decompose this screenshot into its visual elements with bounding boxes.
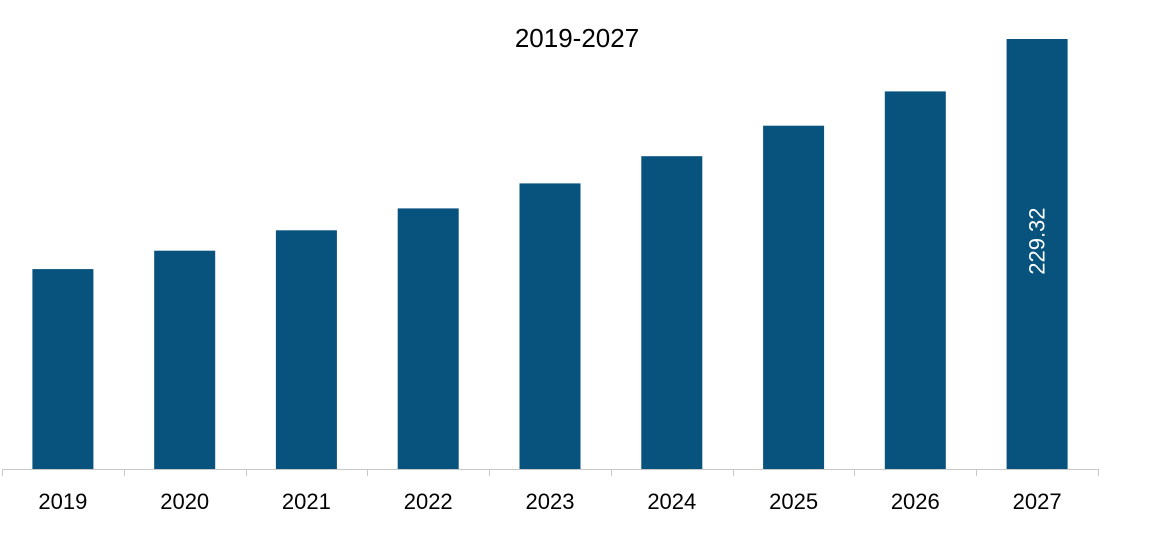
bar-2025 <box>763 125 825 469</box>
x-tick-label-2019: 2019 <box>38 489 87 514</box>
x-tick-label-2023: 2023 <box>526 489 575 514</box>
x-tick-label-2022: 2022 <box>404 489 453 514</box>
x-tick-label-2025: 2025 <box>769 489 818 514</box>
x-tick-label-2024: 2024 <box>647 489 696 514</box>
bar-2023 <box>519 183 581 469</box>
bar-2024 <box>641 156 703 469</box>
x-tick-label-2027: 2027 <box>1013 489 1062 514</box>
bar-2021 <box>275 230 337 469</box>
tick-labels: 2019 2020 2021 2022 2023 2024 2025 2026 2027 <box>38 489 1061 514</box>
bar-2027 <box>1006 39 1068 469</box>
bars-layer <box>32 39 1068 470</box>
x-tick-label-2026: 2026 <box>891 489 940 514</box>
x-axis <box>2 469 1099 476</box>
bar-2022 <box>397 208 459 469</box>
data-label-2027: 229.32 <box>1025 207 1050 274</box>
bar-2020 <box>154 250 216 469</box>
x-tick-label-2021: 2021 <box>282 489 331 514</box>
x-tick-label-2020: 2020 <box>160 489 209 514</box>
data-labels: 229.32 <box>1025 207 1050 274</box>
bar-2019 <box>32 269 94 469</box>
bar-2026 <box>884 91 946 470</box>
chart-title: 2019-2027 <box>515 23 639 53</box>
